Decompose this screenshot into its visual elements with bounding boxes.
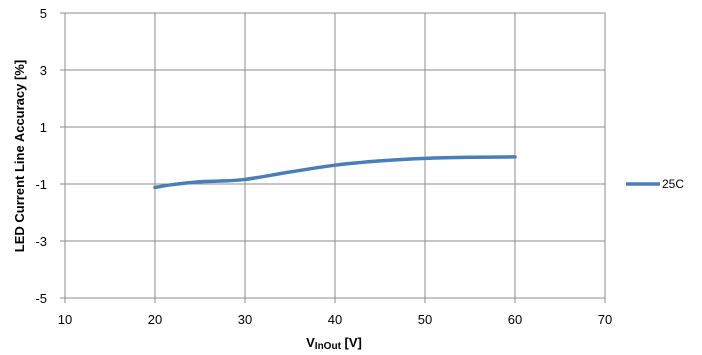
y-tick-label: -1 [35, 177, 47, 192]
x-tick-label: 40 [328, 312, 342, 327]
x-axis-title: VInOut [V] [306, 335, 362, 352]
y-tick-label: 1 [40, 120, 47, 135]
x-tick-label: 20 [148, 312, 162, 327]
x-tick-label: 60 [508, 312, 522, 327]
grid-lines [64, 12, 606, 299]
x-tick-label: 10 [58, 312, 72, 327]
legend: 25C [626, 177, 684, 191]
x-axis-ticks: 10 20 30 40 50 60 70 [58, 298, 612, 327]
y-tick-label: -5 [35, 291, 47, 306]
x-tick-label: 50 [418, 312, 432, 327]
y-axis-ticks: 5 3 1 -1 -3 -5 [35, 6, 65, 306]
x-tick-label: 70 [598, 312, 612, 327]
y-tick-label: -3 [35, 234, 47, 249]
y-tick-label: 3 [40, 63, 47, 78]
y-tick-label: 5 [40, 6, 47, 21]
series-line-25c [153, 155, 517, 190]
x-axis-title-main: V [306, 335, 315, 350]
x-axis-title-subscript: InOut [315, 341, 342, 352]
y-axis-title: LED Current Line Accuracy [%] [12, 60, 27, 252]
series-lines [153, 155, 517, 190]
legend-label-25c: 25C [662, 177, 684, 191]
x-axis-title-unit: [V] [341, 335, 362, 350]
x-tick-label: 30 [238, 312, 252, 327]
